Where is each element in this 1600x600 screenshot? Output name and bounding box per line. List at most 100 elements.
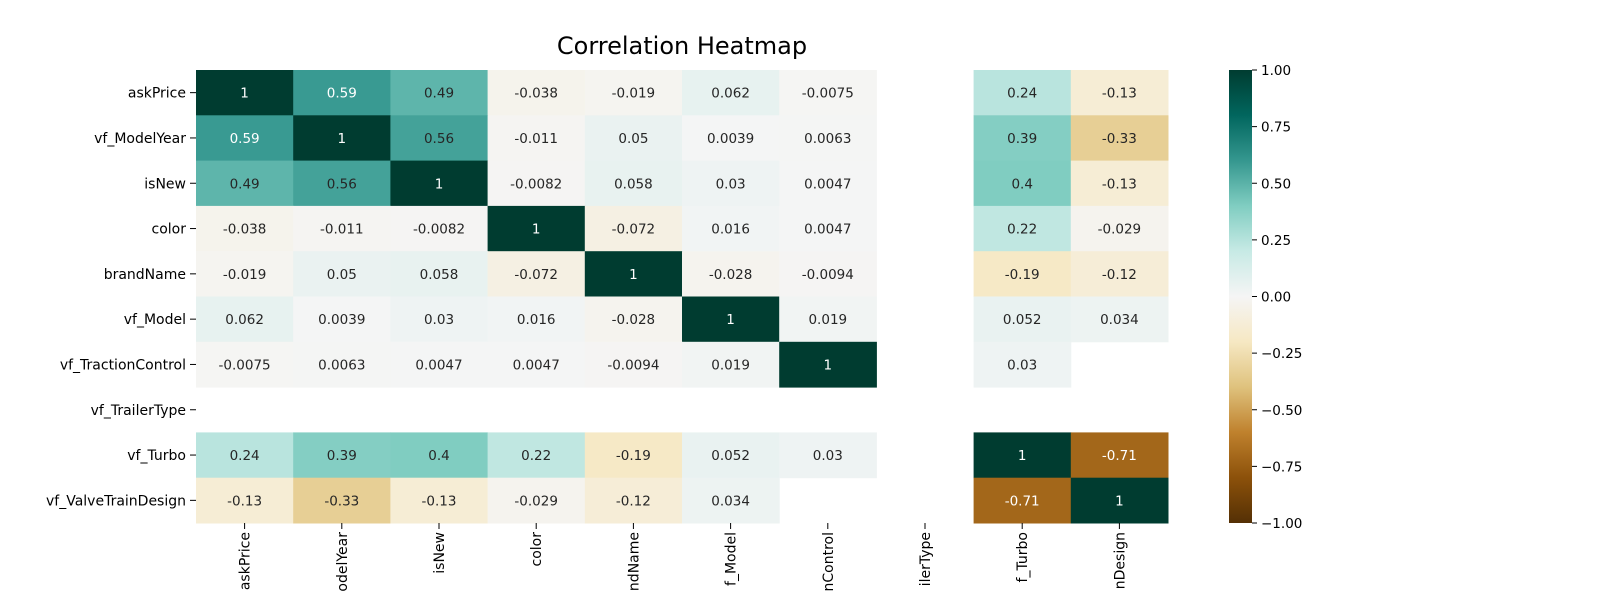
cell-value-label: -0.038 [514, 86, 558, 102]
colorbar-tick-label: −1.00 [1261, 516, 1302, 532]
heatmap-cell [682, 160, 780, 207]
cell-value-label: 0.0063 [318, 357, 365, 373]
cell-value-label: 0.0047 [804, 222, 851, 238]
heatmap-cell [1070, 251, 1169, 297]
colorbar-gradient [1229, 70, 1252, 523]
cell-value-label: 0.39 [327, 448, 357, 464]
heatmap-cell [487, 251, 586, 297]
colorbar-tick-label: 0.00 [1261, 290, 1291, 306]
colorbar-tick-label: 0.50 [1261, 176, 1291, 192]
heatmap-cell [293, 115, 391, 162]
heatmap-cell [196, 205, 294, 252]
cell-value-label: 0.03 [424, 312, 454, 328]
cell-value-label: 0.058 [420, 267, 459, 283]
cell-value-label: -0.0094 [802, 267, 854, 283]
x-tick-label: f_Model [724, 532, 740, 586]
heatmap-cell [1070, 115, 1169, 162]
heatmap-cell [487, 296, 586, 343]
heatmap-cell [196, 251, 294, 297]
cell-value-label: 0.49 [424, 86, 454, 102]
cell-value-label: -0.029 [1098, 222, 1142, 238]
cell-value-label: 1 [240, 86, 249, 102]
heatmap-cell [293, 205, 391, 252]
heatmap-cell [973, 432, 1072, 479]
cell-value-label: -0.072 [514, 267, 558, 283]
cell-value-label: -0.028 [709, 267, 753, 283]
cell-value-label: -0.12 [616, 493, 651, 509]
colorbar [1229, 70, 1252, 523]
heatmap-cell [293, 70, 391, 116]
colorbar-tick-label: 1.00 [1261, 63, 1291, 79]
heatmap-cell [682, 70, 780, 116]
heatmap-cell [973, 477, 1072, 524]
x-tick-label: ndName [626, 532, 642, 591]
heatmap-cell [682, 432, 780, 479]
heatmap-cell [682, 477, 780, 524]
heatmap-cell [584, 341, 683, 388]
y-tick-label: brandName [104, 267, 186, 283]
cell-value-label: 0.0047 [804, 176, 851, 192]
y-tick-label: vf_Turbo [127, 448, 186, 464]
cell-value-label: -0.71 [1005, 493, 1040, 509]
y-tick-label: vf_Model [124, 312, 186, 328]
cell-value-label: 1 [338, 131, 347, 147]
cell-value-label: -0.33 [324, 493, 359, 509]
cell-value-label: 0.05 [618, 131, 648, 147]
cell-value-label: 0.016 [517, 312, 556, 328]
heatmap-cell [779, 70, 877, 116]
y-tick-label: isNew [144, 176, 186, 192]
x-tick-label: nDesign [1112, 532, 1128, 589]
heatmap-cell [196, 160, 294, 207]
cell-value-label: -0.072 [612, 222, 656, 238]
cell-value-label: 0.052 [711, 448, 750, 464]
cell-value-label: 0.03 [813, 448, 843, 464]
cell-value-label: -0.019 [612, 86, 656, 102]
cell-value-label: 0.052 [1003, 312, 1042, 328]
x-tick-label: f_Turbo [1015, 532, 1031, 582]
heatmap-cell [390, 251, 489, 297]
heatmap-cell [584, 160, 683, 207]
heatmap-cell [390, 160, 489, 207]
heatmap-cell [390, 70, 489, 116]
heatmap-cell [973, 160, 1072, 207]
heatmap-cell [1070, 205, 1169, 252]
colorbar-tick-label: 0.75 [1261, 120, 1291, 136]
y-tick-label: color [152, 222, 187, 238]
cell-value-label: 0.03 [716, 176, 746, 192]
x-tick-label: nControl [821, 532, 837, 591]
cell-value-label: 0.24 [230, 448, 260, 464]
cell-value-label: -0.0082 [413, 222, 465, 238]
cell-value-label: -0.33 [1102, 131, 1137, 147]
cell-value-label: 1 [629, 267, 638, 283]
y-tick-label: vf_ValveTrainDesign [46, 493, 186, 509]
heatmap-cell [487, 205, 586, 252]
x-axis: askPrice odelYear isNew color ndName f_Model n… [238, 523, 1128, 592]
heatmap-cell [779, 296, 877, 343]
colorbar-tick-label: −0.50 [1261, 403, 1302, 419]
heatmap-cell [584, 432, 683, 479]
heatmap-cell [584, 477, 683, 524]
cell-value-label: 1 [824, 357, 833, 373]
cell-value-label: -0.019 [223, 267, 267, 283]
heatmap-cell [487, 341, 586, 388]
colorbar-ticks: 1.00 0.75 0.50 0.25 0.00 −0.25 −0.50 −0.75 −1.00 [1252, 63, 1302, 532]
cell-value-label: -0.13 [422, 493, 457, 509]
cell-value-label: -0.0094 [607, 357, 659, 373]
cell-value-label: 0.034 [711, 493, 750, 509]
cell-value-label: -0.13 [1102, 176, 1137, 192]
heatmap-cell [1070, 432, 1169, 479]
cell-value-label: -0.19 [1005, 267, 1040, 283]
cell-value-label: 0.05 [327, 267, 357, 283]
cell-value-label: 0.062 [711, 86, 750, 102]
cell-value-label: -0.12 [1102, 267, 1137, 283]
cell-value-label: 1 [435, 176, 444, 192]
heatmap-cell [779, 205, 877, 252]
heatmap-cell [584, 115, 683, 162]
y-tick-label: vf_TrailerType [91, 403, 186, 419]
chart-title: Correlation Heatmap [557, 32, 807, 60]
heatmap-cell [390, 296, 489, 343]
x-tick-label: askPrice [238, 532, 254, 590]
cell-value-label: -0.028 [612, 312, 656, 328]
cell-value-label: 1 [532, 222, 541, 238]
